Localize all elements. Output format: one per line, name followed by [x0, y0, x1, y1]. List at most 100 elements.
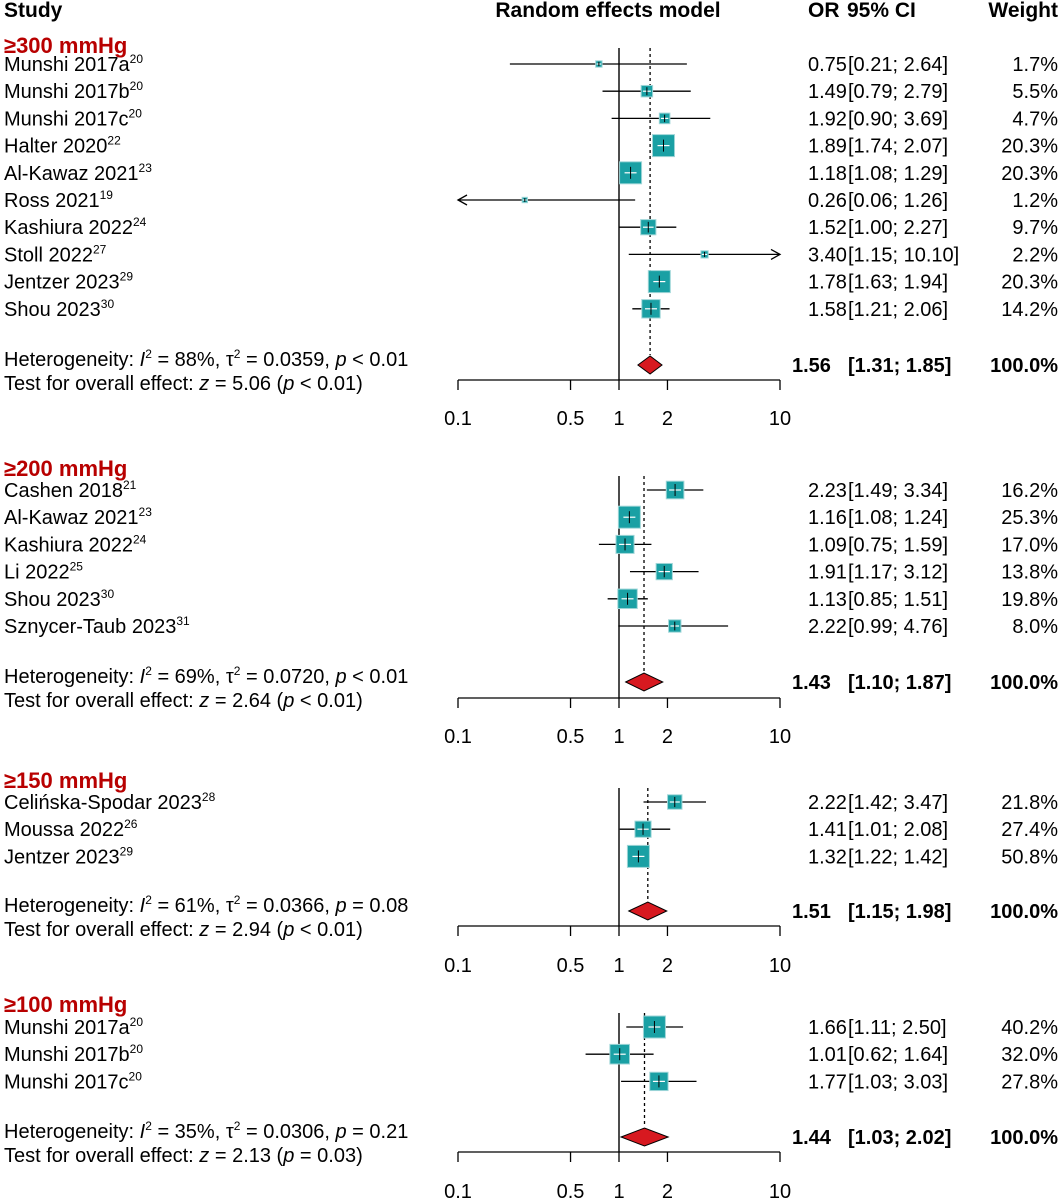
study-name: Moussa 2022: [4, 819, 124, 841]
study-name: Cashen 2018: [4, 480, 123, 502]
overall-effect-text: Test for overall effect: z = 2.94 (p < 0…: [4, 919, 363, 941]
study-weight: 25.3%: [1001, 507, 1058, 529]
study-weight: 32.0%: [1001, 1044, 1058, 1066]
study-label: Sznycer-Taub 202331: [4, 614, 190, 638]
ci-arrow-right: [770, 248, 782, 260]
x-tick-label: 0.5: [557, 726, 585, 748]
overall-effect-text: Test for overall effect: z = 2.13 (p = 0…: [4, 1145, 363, 1167]
x-tick-label: 0.1: [444, 955, 472, 977]
study-label: Jentzer 202329: [4, 844, 133, 868]
study-ci: [1.22; 1.42]: [848, 846, 948, 868]
study-label: Shou 202330: [4, 297, 114, 321]
study-label: Shou 202330: [4, 587, 114, 611]
study-label: Halter 202022: [4, 134, 121, 158]
group-title: ≥200 mmHg: [4, 456, 127, 481]
pooled-weight: 100.0%: [990, 355, 1058, 377]
x-tick-label: 2: [662, 955, 673, 977]
study-reference: 26: [124, 817, 138, 831]
study-reference: 20: [130, 79, 144, 93]
study-label: Kashiura 202224: [4, 215, 147, 239]
overall-effect-text: Test for overall effect: z = 5.06 (p < 0…: [4, 373, 363, 395]
group-title: ≥300 mmHg: [4, 33, 127, 58]
study-label: Munshi 2017a20: [4, 52, 143, 76]
study-or: 3.40: [808, 244, 847, 266]
pooled-ci: [1.03; 2.02]: [848, 1127, 951, 1149]
pooled-ci: [1.31; 1.85]: [848, 355, 951, 377]
study-name: Munshi 2017b: [4, 81, 130, 103]
study-ci: [0.21; 2.64]: [848, 54, 948, 76]
study-reference: 20: [130, 1042, 144, 1056]
study-ci: [0.85; 1.51]: [848, 589, 948, 611]
study-name: Kashiura 2022: [4, 217, 133, 239]
study-ci: [0.79; 2.79]: [848, 81, 948, 103]
study-or: 0.75: [808, 54, 847, 76]
study-label: Cashen 201821: [4, 478, 137, 502]
study-label: Munshi 2017c20: [4, 106, 142, 130]
pooled-diamond: [637, 355, 663, 375]
study-name: Jentzer 2023: [4, 272, 120, 294]
study-name: Li 2022: [4, 562, 70, 584]
x-tick-label: 1: [613, 1181, 624, 1200]
study-ci: [1.08; 1.29]: [848, 163, 948, 185]
study-reference: 21: [123, 478, 137, 492]
study-or: 1.13: [808, 589, 847, 611]
study-name: Stoll 2022: [4, 244, 93, 266]
study-or: 1.52: [808, 217, 847, 239]
study-name: Al-Kawaz 2021: [4, 507, 139, 529]
study-reference: 30: [101, 587, 115, 601]
pooled-weight: 100.0%: [990, 672, 1058, 694]
study-or: 1.58: [808, 299, 847, 321]
x-tick-label: 10: [769, 955, 791, 977]
pooled-or: 1.44: [792, 1127, 832, 1149]
study-label: Kashiura 202224: [4, 532, 147, 556]
study-weight: 21.8%: [1001, 792, 1058, 814]
study-label: Ross 202119: [4, 188, 113, 212]
x-tick-label: 10: [769, 1181, 791, 1200]
study-weight: 1.2%: [1012, 190, 1058, 212]
study-weight: 5.5%: [1012, 81, 1058, 103]
study-ci: [1.49; 3.34]: [848, 480, 948, 502]
study-ci: [1.00; 2.27]: [848, 217, 948, 239]
header-ci: 95% CI: [847, 0, 916, 22]
study-name: Shou 2023: [4, 589, 101, 611]
study-ci: [0.75; 1.59]: [848, 534, 948, 556]
study-or: 1.89: [808, 136, 847, 158]
study-reference: 27: [93, 242, 107, 256]
study-ci: [1.01; 2.08]: [848, 819, 948, 841]
pooled-weight: 100.0%: [990, 1127, 1058, 1149]
study-reference: 19: [100, 188, 114, 202]
study-name: Sznycer-Taub 2023: [4, 616, 176, 638]
study-label: Munshi 2017b20: [4, 79, 143, 103]
study-or: 1.92: [808, 108, 847, 130]
heterogeneity-text: Heterogeneity: I2 = 35%, τ2 = 0.0306, p …: [4, 1119, 408, 1143]
study-name: Munshi 2017a: [4, 1017, 131, 1039]
study-weight: 14.2%: [1001, 299, 1058, 321]
x-tick-label: 0.5: [557, 955, 585, 977]
ci-arrow-left: [456, 194, 468, 206]
heterogeneity-text: Heterogeneity: I2 = 88%, τ2 = 0.0359, p …: [4, 347, 408, 371]
x-tick-label: 0.5: [557, 1181, 585, 1200]
study-reference: 20: [129, 1069, 143, 1083]
study-name: Al-Kawaz 2021: [4, 163, 139, 185]
study-name: Munshi 2017c: [4, 108, 129, 130]
study-ci: [1.21; 2.06]: [848, 299, 948, 321]
study-or: 1.01: [808, 1044, 847, 1066]
group-title: ≥150 mmHg: [4, 768, 127, 793]
header-model: Random effects model: [495, 0, 720, 22]
study-name: Munshi 2017b: [4, 1044, 130, 1066]
heterogeneity-text: Heterogeneity: I2 = 69%, τ2 = 0.0720, p …: [4, 664, 408, 688]
pooled-or: 1.51: [792, 901, 831, 923]
study-name: Halter 2020: [4, 136, 107, 158]
study-ci: [1.08; 1.24]: [848, 507, 948, 529]
study-or: 1.16: [808, 507, 847, 529]
study-ci: [1.17; 3.12]: [848, 562, 948, 584]
study-ci: [0.99; 4.76]: [848, 616, 948, 638]
pooled-diamond: [624, 672, 664, 692]
study-reference: 23: [139, 505, 153, 519]
x-tick-label: 1: [613, 408, 624, 430]
study-name: Munshi 2017c: [4, 1071, 129, 1093]
study-or: 1.66: [808, 1017, 847, 1039]
x-tick-label: 0.1: [444, 726, 472, 748]
study-label: Li 202225: [4, 560, 83, 584]
